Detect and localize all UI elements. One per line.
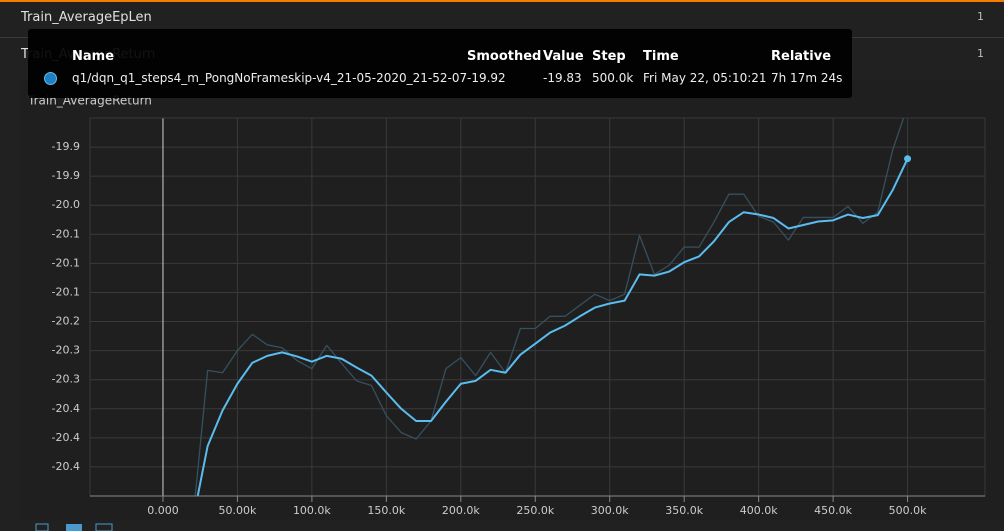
x-tick-label: 500.0k [889,504,927,517]
x-tick-label: 250.0k [516,504,554,517]
panel-count: 1 [977,10,984,23]
x-tick-label: 150.0k [367,504,405,517]
y-tick-label: -19.9 [52,169,80,182]
y-tick-label: -20.3 [52,373,80,386]
icon[interactable] [95,523,113,531]
plot-area [194,118,912,496]
panel-count: 1 [977,47,984,60]
y-tick-label: -20.4 [52,431,80,444]
y-tick-label: -20.2 [52,315,80,328]
y-tick-label: -20.1 [52,256,80,269]
tooltip-header: Smoothed [467,49,542,64]
y-tick-label: -20.4 [52,460,80,473]
icon[interactable] [66,524,82,531]
tooltip-header: Name [72,49,115,64]
chart-card [20,80,1000,520]
y-tick-label: -19.9 [52,140,80,153]
y-tick-label: -20.0 [52,198,80,211]
x-tick-label: 0.000 [147,504,179,517]
x-tick-label: 450.0k [814,504,852,517]
raw-value: -19.83 [543,71,582,85]
hover-point [904,155,912,163]
tooltip-header: Relative [771,49,832,64]
x-tick-label: 100.0k [293,504,331,517]
y-tick-label: -20.3 [52,344,80,357]
relative: 7h 17m 24s [771,71,843,85]
tooltip: Name Smoothed Value Step Time Relative q… [28,29,852,98]
y-tick-label: -20.1 [52,285,80,298]
tooltip-header: Value [543,49,584,64]
x-tick-label: 400.0k [740,504,778,517]
tooltip-header: Time [643,49,679,64]
panel-title: Train_AverageEpLen [21,10,152,25]
panel-row[interactable]: Train_AverageEpLen 1 [0,0,1004,36]
x-tick-label: 200.0k [442,504,480,517]
y-tick-label: -20.1 [52,227,80,240]
step: 500.0k [592,71,634,85]
line-series [196,158,909,496]
icon[interactable] [35,523,49,531]
smoothed-value: -19.92 [467,71,506,85]
line-series [194,118,905,496]
tooltip-header: Step [592,49,626,64]
run-name: q1/dqn_q1_steps4_m_PongNoFrameskip-v4_21… [72,71,468,85]
y-tick-label: -20.4 [52,402,80,415]
run-swatch [44,72,57,85]
x-tick-label: 350.0k [665,504,703,517]
time: Fri May 22, 05:10:21 [643,71,767,85]
x-tick-label: 300.0k [591,504,629,517]
x-tick-label: 50.00k [218,504,256,517]
top-bar [0,0,1004,2]
